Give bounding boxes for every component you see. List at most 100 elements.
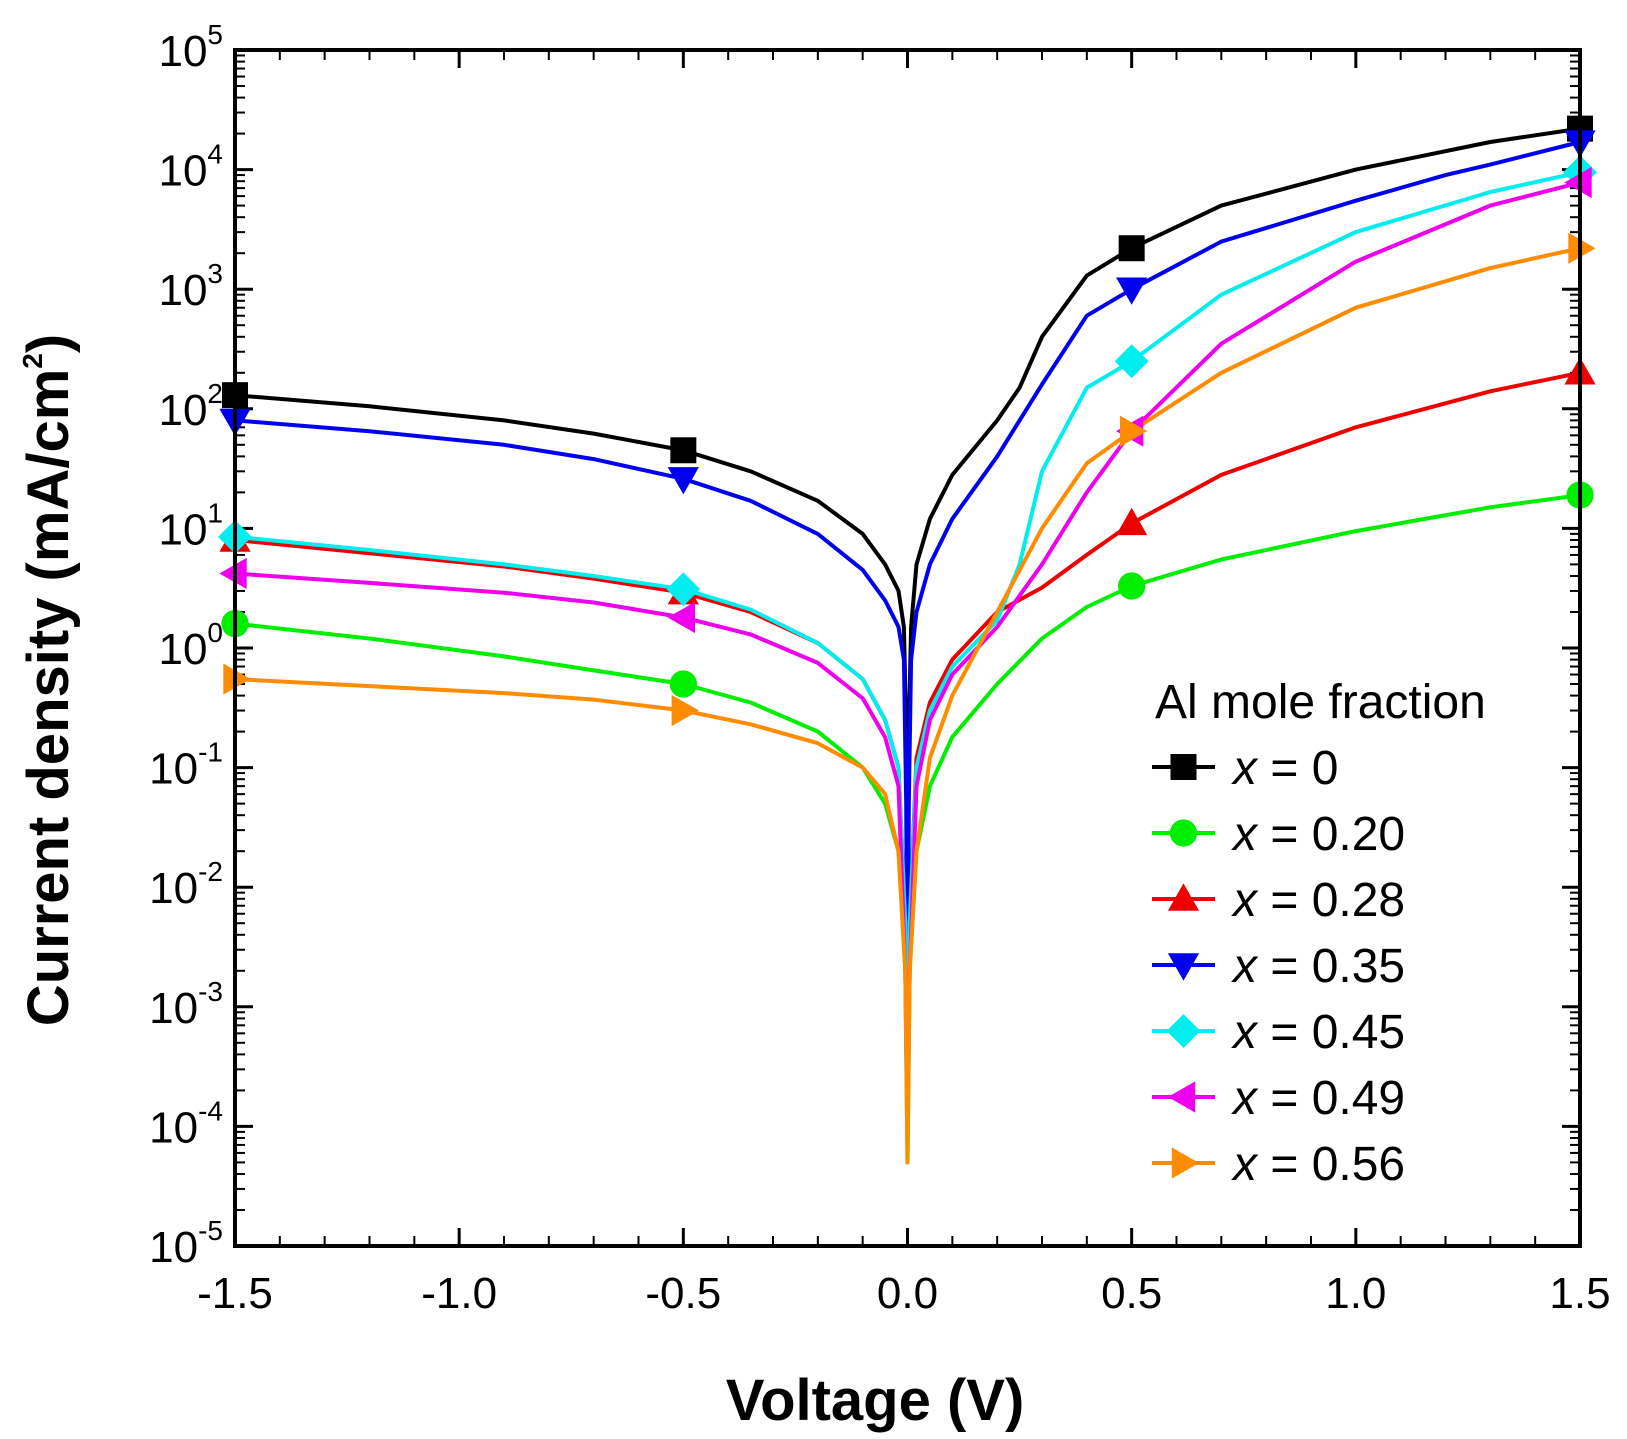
- legend-entry: x = 0.35: [1152, 940, 1405, 993]
- y-tick-exp: 3: [207, 258, 223, 289]
- series-marker-0: [1118, 235, 1145, 262]
- legend-var: x: [1231, 940, 1259, 993]
- series-marker-0-35: [1116, 277, 1148, 305]
- y-tick-exp: 2: [207, 378, 223, 409]
- y-tick-exp: -5: [198, 1215, 223, 1246]
- legend-value: 0.35: [1312, 940, 1405, 993]
- legend-entry: x = 0.28: [1152, 874, 1405, 927]
- legend-value: 0.20: [1312, 808, 1405, 861]
- legend-label: x = 0.56: [1231, 1138, 1405, 1191]
- y-tick-label: 10-5: [149, 1215, 223, 1272]
- legend-entry: x = 0.20: [1152, 808, 1405, 861]
- y-tick-base: 10: [149, 1223, 198, 1272]
- x-tick-label: 1.5: [1549, 1269, 1610, 1318]
- legend-var: x: [1231, 808, 1259, 861]
- y-tick-base: 10: [149, 1103, 198, 1152]
- y-tick-base: 10: [149, 745, 198, 794]
- x-tick-label: -1.5: [197, 1269, 273, 1318]
- legend-entry: x = 0.45: [1152, 1006, 1405, 1059]
- x-tick-label: 1.0: [1325, 1269, 1386, 1318]
- y-tick-label: 104: [158, 139, 223, 196]
- y-tick-exp: 0: [207, 617, 223, 648]
- plot-frame: [233, 48, 1582, 1248]
- y-tick-exp: -1: [198, 737, 223, 768]
- y-tick-base: 10: [158, 27, 207, 76]
- legend-var: x: [1231, 1006, 1259, 1059]
- y-tick-label: 103: [158, 258, 223, 315]
- legend-eq: =: [1257, 1006, 1312, 1059]
- y-axis-title: Current density (mA/cm2): [16, 334, 81, 1026]
- series-marker-0-56: [671, 694, 699, 727]
- legend-marker: [1166, 1014, 1201, 1048]
- legend-entry: x = 0.56: [1152, 1138, 1405, 1191]
- series-marker-0-56: [1119, 415, 1148, 447]
- legend-eq: =: [1257, 1138, 1312, 1191]
- legend-value: 0: [1312, 742, 1339, 795]
- y-tick-exp: -3: [198, 976, 223, 1007]
- y-tick-exp: 1: [207, 497, 223, 528]
- series-marker-0-20: [669, 670, 697, 698]
- legend-var: x: [1231, 742, 1259, 795]
- legend-eq: =: [1257, 1072, 1312, 1125]
- x-tick-label: -0.5: [645, 1269, 721, 1318]
- x-tick-label: 0.5: [1101, 1269, 1162, 1318]
- y-tick-base: 10: [158, 505, 207, 554]
- legend-eq: =: [1257, 874, 1312, 927]
- legend-var: x: [1231, 1138, 1259, 1191]
- legend-label: x = 0.35: [1231, 940, 1405, 993]
- series-marker-0-45: [666, 572, 701, 607]
- y-tick-label: 10-2: [149, 856, 223, 913]
- y-tick-exp: 4: [207, 139, 223, 170]
- legend-entry: x = 0: [1152, 742, 1338, 795]
- series-line-0-35: [235, 140, 1580, 1045]
- legend-marker: [1169, 819, 1198, 847]
- legend-eq: =: [1257, 742, 1312, 795]
- legend-label: x = 0.20: [1231, 808, 1405, 861]
- y-tick-base: 10: [158, 386, 207, 435]
- y-tick-exp: -4: [198, 1095, 223, 1126]
- legend-label: x = 0.45: [1231, 1006, 1405, 1059]
- series-marker-0-35: [667, 467, 699, 495]
- y-tick-label: 10-3: [149, 976, 223, 1033]
- y-tick-base: 10: [149, 864, 198, 913]
- y-tick-base: 10: [149, 984, 198, 1033]
- y-tick-label: 102: [158, 378, 223, 435]
- y-tick-label: 10-4: [149, 1095, 223, 1152]
- y-tick-exp: 5: [207, 19, 223, 50]
- series-marker-0-20: [1118, 572, 1146, 600]
- legend-label: x = 0.49: [1231, 1072, 1405, 1125]
- legend-marker: [1167, 953, 1200, 981]
- legend-label: x = 0.28: [1231, 874, 1405, 927]
- y-tick-label: 10-1: [149, 737, 223, 794]
- x-tick-label: 0.0: [877, 1269, 938, 1318]
- series-marker-0-28: [1116, 507, 1148, 536]
- y-axis-title-close: ): [16, 334, 81, 353]
- y-tick-base: 10: [158, 625, 207, 674]
- x-tick-label: -1.0: [421, 1269, 497, 1318]
- legend-value: 0.49: [1312, 1072, 1405, 1125]
- series-marker-0-45: [1114, 344, 1149, 379]
- legend-value: 0.45: [1312, 1006, 1405, 1059]
- legend-eq: =: [1257, 808, 1312, 861]
- x-axis-title: Voltage (V): [726, 1368, 1025, 1433]
- legend-entry: x = 0.49: [1152, 1072, 1405, 1125]
- legend-var: x: [1231, 1072, 1259, 1125]
- y-axis-title-sup: 2: [17, 353, 48, 369]
- legend-entries: x = 0x = 0.20x = 0.28x = 0.35x = 0.45x =…: [1152, 742, 1405, 1191]
- legend-title: Al mole fraction: [1155, 676, 1486, 729]
- y-tick-label: 101: [158, 497, 223, 554]
- legend-var: x: [1231, 874, 1259, 927]
- legend-marker: [1167, 1081, 1196, 1113]
- y-tick-exp: -2: [198, 856, 223, 887]
- legend-label: x = 0: [1231, 742, 1338, 795]
- y-tick-base: 10: [158, 266, 207, 315]
- y-tick-base: 10: [158, 147, 207, 196]
- y-tick-label: 100: [158, 617, 223, 674]
- legend: Al mole fraction x = 0x = 0.20x = 0.28x …: [1152, 676, 1486, 1191]
- x-tick-labels: -1.5 -1.0 -0.5 0.0 0.5 1.0 1.5: [197, 1269, 1611, 1318]
- legend-value: 0.56: [1312, 1138, 1405, 1191]
- legend-marker: [1170, 754, 1197, 780]
